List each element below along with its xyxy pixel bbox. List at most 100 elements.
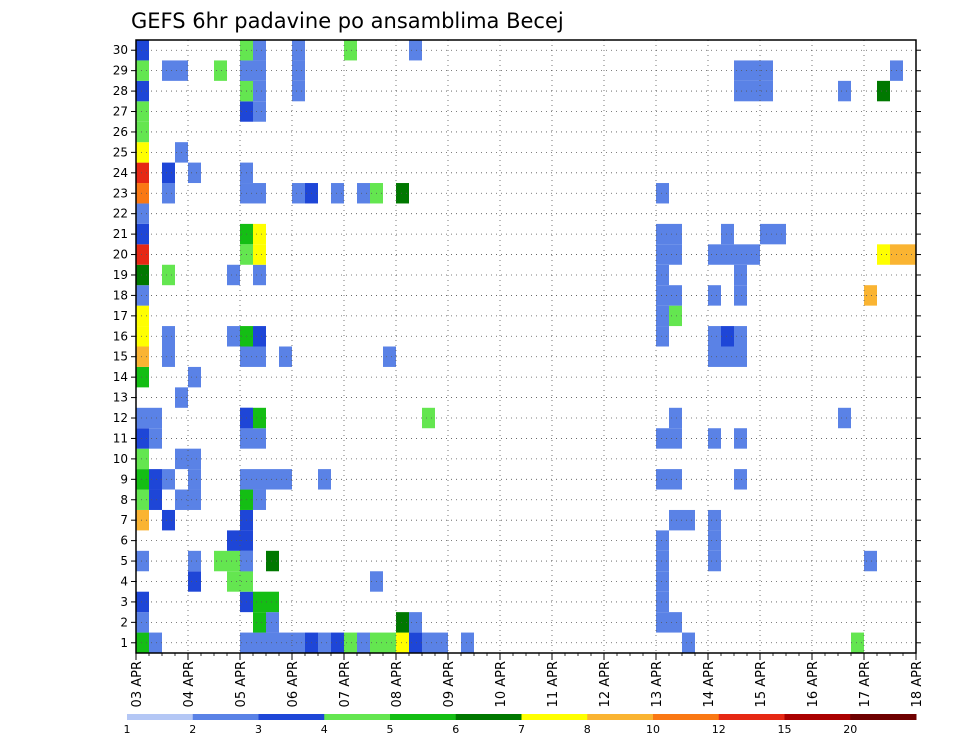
heat-cell <box>708 244 721 265</box>
heat-cell <box>136 550 149 572</box>
heat-cell <box>656 571 669 592</box>
heat-cell <box>877 80 890 102</box>
legend-label: 4 <box>321 723 328 736</box>
heat-cell <box>266 469 279 490</box>
heat-cell <box>136 489 149 510</box>
heat-cell <box>708 346 721 367</box>
legend-label: 20 <box>843 723 857 736</box>
heat-cell <box>227 264 240 286</box>
heat-cell <box>136 121 149 143</box>
y-tick-label: 7 <box>120 513 128 527</box>
heat-cell <box>409 612 422 633</box>
heat-cell <box>188 366 201 388</box>
heat-cell <box>669 223 682 245</box>
heat-cell <box>136 326 149 347</box>
heat-cell <box>734 469 747 490</box>
heat-cell <box>734 244 747 265</box>
y-tick-label: 10 <box>113 452 128 466</box>
y-tick-label: 1 <box>120 636 128 650</box>
y-tick-label: 18 <box>113 288 128 302</box>
heat-cell <box>227 550 240 572</box>
legend-label: 7 <box>518 723 525 736</box>
heat-cell <box>682 509 695 531</box>
heat-cell <box>656 591 669 613</box>
y-tick-label: 11 <box>113 431 128 445</box>
x-tick-label: 11 APR <box>546 661 561 707</box>
legend-swatch <box>850 714 917 720</box>
heat-cell <box>864 550 877 572</box>
heat-cell <box>669 244 682 265</box>
y-tick-label: 14 <box>113 370 128 384</box>
heat-cell <box>656 223 669 245</box>
heat-cell <box>344 40 357 61</box>
heat-cell <box>136 346 149 367</box>
legend-swatch <box>587 714 654 720</box>
heat-cell <box>409 632 422 653</box>
heat-cell <box>747 80 760 102</box>
heat-cell <box>266 550 279 572</box>
heat-cell <box>136 203 149 224</box>
heat-cell <box>214 60 227 81</box>
y-tick-label: 12 <box>113 411 128 425</box>
heat-cell <box>162 509 175 531</box>
heat-cell <box>708 530 721 551</box>
cells-layer <box>136 40 916 653</box>
heat-cell <box>136 407 149 429</box>
x-axis: 03 APR 04 APR 05 APR 06 APR 07 APR 08 APR 09 A… <box>130 653 925 707</box>
heat-cell <box>149 469 162 490</box>
x-tick-label: 07 APR <box>338 661 353 707</box>
heat-cell <box>656 326 669 347</box>
heat-cell <box>656 285 669 306</box>
y-tick-label: 21 <box>113 227 128 241</box>
heat-cell <box>344 632 357 653</box>
heat-cell <box>162 346 175 367</box>
heat-cell <box>136 509 149 531</box>
heat-cell <box>253 244 266 265</box>
heat-cell <box>253 223 266 245</box>
heat-cell <box>422 632 435 653</box>
y-tick-label: 24 <box>113 166 128 180</box>
heat-cell <box>162 183 175 204</box>
heat-cell <box>253 346 266 367</box>
heat-cell <box>656 550 669 572</box>
x-tick-label: 03 APR <box>130 661 145 707</box>
heat-cell <box>136 183 149 204</box>
heat-cell <box>838 407 851 429</box>
y-tick-label: 23 <box>113 186 128 200</box>
heat-cell <box>136 40 149 61</box>
heat-cell <box>292 80 305 102</box>
x-tick-label: 05 APR <box>234 661 249 707</box>
heat-cell <box>149 632 162 653</box>
heat-cell <box>253 407 266 429</box>
heat-cell <box>292 60 305 81</box>
heat-cell <box>266 612 279 633</box>
heat-cell <box>136 428 149 449</box>
heat-cell <box>136 612 149 633</box>
heat-cell <box>734 285 747 306</box>
x-tick-label: 16 APR <box>806 661 821 707</box>
heat-cell <box>136 591 149 613</box>
color-legend: 1 2 3 4 5 6 7 8 10 12 15 20 <box>124 714 917 736</box>
heat-cell <box>734 428 747 449</box>
x-tick-label: 10 APR <box>494 661 509 707</box>
heat-cell <box>877 244 890 265</box>
y-tick-label: 30 <box>113 43 128 57</box>
heat-cell <box>669 305 682 327</box>
legend-label: 2 <box>189 723 196 736</box>
heat-cell <box>136 60 149 81</box>
y-tick-label: 19 <box>113 268 128 282</box>
legend-label: 3 <box>255 723 262 736</box>
heat-cell <box>188 550 201 572</box>
heat-cell <box>838 80 851 102</box>
grid-layer <box>136 40 916 653</box>
heat-cell <box>747 244 760 265</box>
heat-cell <box>669 285 682 306</box>
heat-cell <box>734 264 747 286</box>
heat-cell <box>656 530 669 551</box>
heat-cell <box>227 571 240 592</box>
legend-label: 5 <box>387 723 394 736</box>
heat-cell <box>357 632 370 653</box>
heat-cell <box>669 407 682 429</box>
legend-swatch <box>192 714 259 720</box>
heat-cell <box>851 632 864 653</box>
